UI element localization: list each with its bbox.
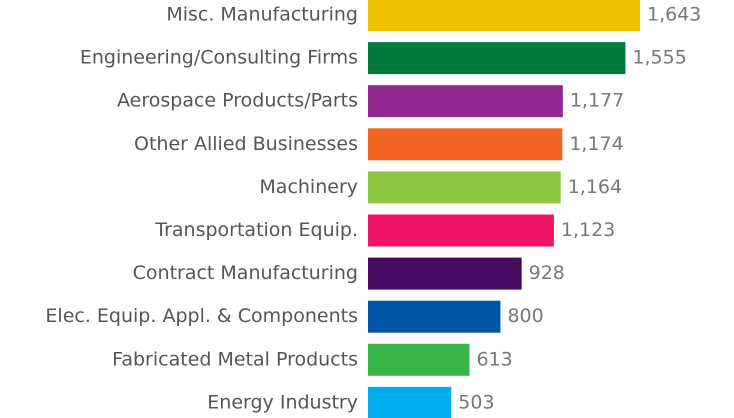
value-label: 1,123	[561, 219, 615, 241]
category-label: Misc. Manufacturing	[166, 4, 358, 26]
value-label: 613	[476, 348, 512, 370]
bar	[368, 257, 522, 290]
value-label: 1,555	[632, 47, 686, 69]
value-label: 1,174	[569, 133, 623, 155]
category-label: Machinery	[259, 176, 358, 198]
category-label: Transportation Equip.	[154, 219, 358, 241]
category-label: Fabricated Metal Products	[112, 348, 358, 370]
bar	[368, 85, 563, 118]
bar	[368, 42, 626, 75]
category-label: Engineering/Consulting Firms	[80, 47, 358, 69]
value-label: 503	[458, 391, 494, 413]
bar	[368, 171, 561, 204]
category-label: Contract Manufacturing	[133, 262, 358, 284]
value-label: 1,643	[647, 4, 701, 26]
bar	[368, 386, 452, 418]
bar	[368, 128, 563, 161]
bar	[368, 343, 470, 376]
bar	[368, 300, 501, 333]
category-label: Energy Industry	[207, 391, 358, 413]
bar	[368, 0, 640, 31]
category-label: Other Allied Businesses	[134, 133, 358, 155]
bar	[368, 214, 554, 247]
category-label: Elec. Equip. Appl. & Components	[45, 305, 358, 327]
value-label: 928	[529, 262, 565, 284]
value-label: 800	[507, 305, 543, 327]
value-label: 1,177	[570, 90, 624, 112]
value-label: 1,164	[568, 176, 622, 198]
category-label: Aerospace Products/Parts	[117, 90, 358, 112]
